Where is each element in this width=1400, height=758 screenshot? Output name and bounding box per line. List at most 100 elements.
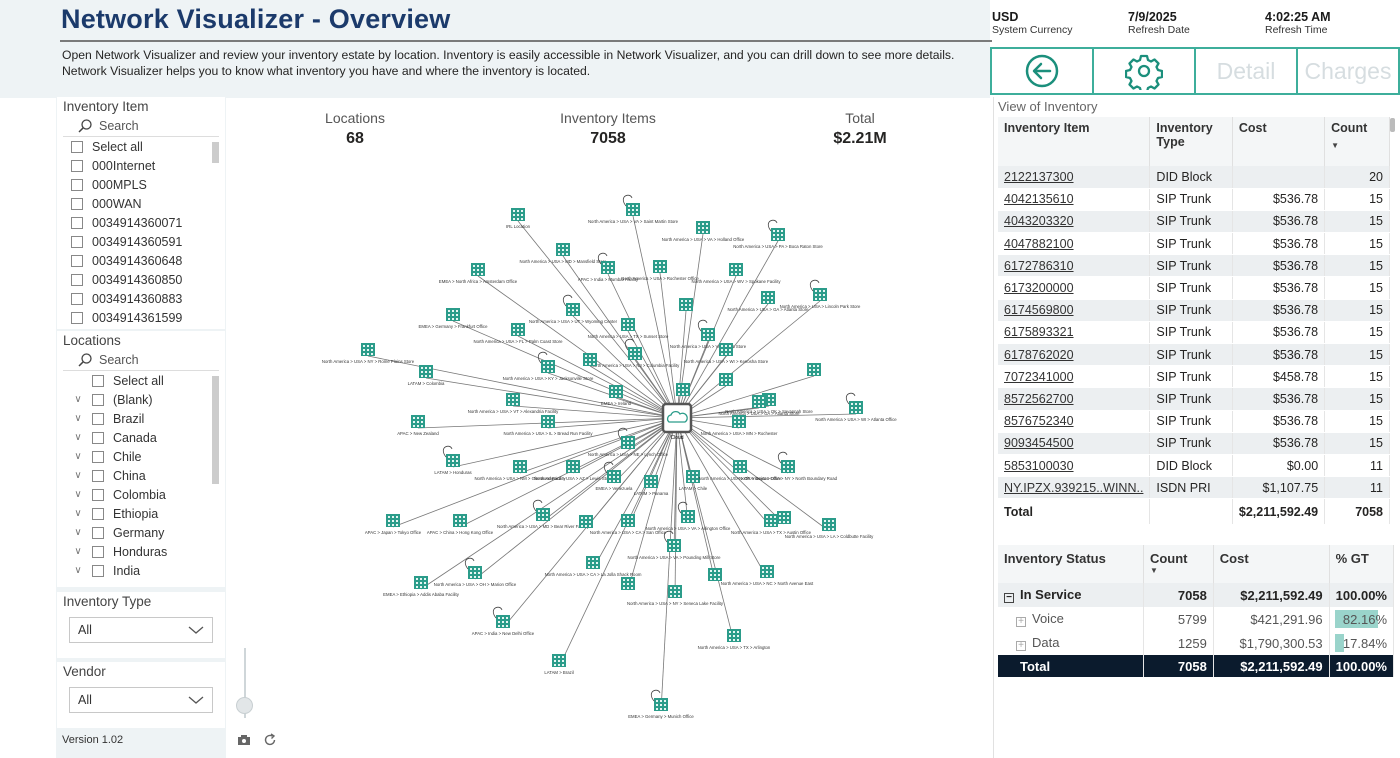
checkbox[interactable] — [92, 507, 104, 520]
locations-scrollbar[interactable] — [212, 376, 219, 484]
slicer-item[interactable]: ∨ Colombia — [57, 485, 225, 504]
expand-icon[interactable]: + — [1016, 641, 1026, 651]
slicer-item[interactable]: ∨ Brazil — [57, 409, 225, 428]
location-node[interactable]: North America > USA > VA > Holland Offic… — [662, 221, 745, 242]
network-graph[interactable]: North America > USA > VA > Saint Martin … — [228, 160, 988, 758]
table-row[interactable]: 5853100030 DID Block $0.00 11 — [998, 454, 1390, 478]
slicer-item[interactable]: ∨ Chile — [57, 447, 225, 466]
location-node[interactable]: North America > USA > NM > Glenwood Faci… — [474, 460, 566, 481]
location-node[interactable]: North America > USA > GA > Atlanta Store — [718, 395, 800, 416]
location-node[interactable]: North America > USA > TX > Austin Office — [731, 514, 812, 535]
checkbox[interactable] — [71, 273, 83, 286]
status-row-in-service[interactable]: − In Service 7058 $2,211,592.49 100.00% — [998, 583, 1395, 607]
location-node[interactable] — [719, 373, 733, 386]
cell-inventory-item[interactable]: 4043203320 — [998, 210, 1151, 234]
location-node[interactable]: North America > USA > Lincoln Park Store — [780, 279, 861, 309]
slicer-item[interactable]: Select all — [57, 371, 225, 390]
location-node[interactable]: APAC > New Zealand — [397, 415, 439, 436]
location-node[interactable]: North America > USA > WI > Kenosha Store — [684, 343, 769, 364]
table-row[interactable]: 8572562700 SIP Trunk $536.78 15 — [998, 387, 1390, 411]
location-node[interactable] — [579, 515, 593, 528]
col-status-gt[interactable]: % GT — [1329, 545, 1395, 583]
cell-inventory-item[interactable]: 8572562700 — [998, 387, 1151, 411]
location-node[interactable]: North America > USA > CA > La Jolla Shac… — [545, 556, 642, 577]
checkbox[interactable] — [92, 431, 104, 444]
checkbox[interactable] — [92, 412, 104, 425]
camera-icon[interactable] — [237, 734, 251, 746]
location-node[interactable]: LATAM > Panama — [634, 475, 669, 496]
chevron-down-icon[interactable]: ∨ — [74, 451, 82, 462]
checkbox[interactable] — [71, 292, 83, 305]
slicer-item[interactable]: 0034914360850 — [57, 270, 225, 289]
location-node[interactable]: North America > USA > GA > Atlanta Store — [727, 291, 809, 312]
detail-button[interactable]: Detail — [1194, 47, 1298, 95]
cell-inventory-item[interactable]: 6174569800 — [998, 299, 1151, 322]
slicer-item[interactable]: ∨ Germany — [57, 523, 225, 542]
location-node[interactable]: North America > USA > VA > Saint Martin … — [588, 194, 679, 224]
col-inventory-item[interactable]: Inventory Item — [998, 117, 1151, 166]
chevron-down-icon[interactable]: ∨ — [74, 470, 82, 481]
cell-inventory-item[interactable]: 4047882100 — [998, 232, 1151, 256]
location-node[interactable]: North America > USA > NY > Seneca Lake F… — [627, 585, 724, 606]
location-node[interactable]: EMEA > Germany > Frankfurt Office — [419, 308, 489, 329]
slicer-item[interactable]: Select all — [57, 137, 225, 156]
collapse-icon[interactable]: − — [1004, 593, 1014, 603]
location-node[interactable]: North America > USA > VA > Arlington Off… — [646, 501, 731, 531]
location-node[interactable]: North America > USA > TX > Sunset Store — [588, 318, 669, 339]
inventory-item-search[interactable]: Search — [63, 116, 219, 137]
table-row[interactable]: 4043203320 SIP Trunk $536.78 15 — [998, 210, 1390, 234]
zoom-slider-track[interactable] — [244, 648, 246, 718]
checkbox[interactable] — [92, 564, 104, 577]
locations-search[interactable]: Search — [63, 350, 219, 371]
location-node[interactable]: EMEA > Germany > Munich Office — [628, 689, 694, 719]
zoom-slider-handle[interactable] — [236, 697, 253, 714]
location-node[interactable]: North America > USA > NY > Rome Plains S… — [322, 343, 415, 364]
cell-inventory-item[interactable]: 6175893321 — [998, 321, 1151, 345]
location-node[interactable] — [583, 353, 597, 366]
slicer-item[interactable]: ∨ Honduras — [57, 542, 225, 561]
cell-inventory-item[interactable]: 6173200000 — [998, 276, 1151, 300]
slicer-item[interactable]: ∨ China — [57, 466, 225, 485]
location-node[interactable]: North America > USA > OH > Marion Office — [434, 557, 517, 587]
chevron-down-icon[interactable]: ∨ — [74, 546, 82, 557]
slicer-item[interactable]: 0034914360071 — [57, 213, 225, 232]
checkbox[interactable] — [92, 393, 104, 406]
location-node[interactable]: APAC > India > Mumbai Facility — [578, 252, 639, 282]
table-row[interactable]: 6173200000 SIP Trunk $536.78 15 — [998, 276, 1390, 300]
location-node[interactable]: North America > USA > MN > Rochester — [701, 415, 778, 436]
location-node[interactable]: APAC > India > New Delhi Office — [472, 606, 535, 636]
slicer-item[interactable]: ∨ India — [57, 561, 225, 580]
location-node[interactable]: EMEA > North Africa > Amsterdam Office — [439, 263, 518, 284]
location-node[interactable]: North America > USA > PA > Boca Raton St… — [733, 219, 823, 249]
vendor-dropdown[interactable]: All — [69, 687, 213, 713]
location-node[interactable]: North America > USA > NC > North Avenue … — [721, 565, 814, 586]
location-node[interactable]: North America > USA > MD > Bear River Fa… — [497, 499, 590, 529]
checkbox[interactable] — [92, 488, 104, 501]
location-node[interactable]: North America > USA > VA > Iowa Store — [670, 319, 747, 349]
location-node[interactable]: North America > USA > OR > Dayton Office — [699, 460, 783, 481]
cell-inventory-item[interactable]: 6178762020 — [998, 343, 1151, 367]
table-row[interactable]: 4042135610 SIP Trunk $536.78 15 — [998, 188, 1390, 211]
table-row[interactable]: 6174569800 SIP Trunk $536.78 15 — [998, 299, 1390, 322]
back-button[interactable] — [990, 47, 1094, 95]
location-node[interactable] — [621, 577, 635, 590]
table-row[interactable]: 4047882100 SIP Trunk $536.78 15 — [998, 232, 1390, 256]
inventory-table-scrollbar[interactable] — [1390, 118, 1395, 132]
col-count[interactable]: Count ▼ — [1324, 117, 1390, 166]
location-node[interactable] — [679, 298, 693, 311]
slicer-item[interactable]: ∨ (Blank) — [57, 390, 225, 409]
chevron-down-icon[interactable]: ∨ — [74, 413, 82, 424]
slicer-item[interactable]: 0034914361599 — [57, 308, 225, 327]
table-row[interactable]: 7072341000 SIP Trunk $458.78 15 — [998, 365, 1390, 389]
table-row[interactable]: 2122137300 DID Block 20 — [998, 166, 1390, 189]
location-node[interactable]: North America > USA > MD > Mansfield Sto… — [519, 243, 607, 264]
cell-inventory-item[interactable]: 5853100030 — [998, 454, 1151, 478]
location-node[interactable]: EMEA > Venezuela — [596, 461, 634, 491]
expand-icon[interactable]: + — [1016, 617, 1026, 627]
location-node[interactable]: North America > USA > WI > Atlanta Offic… — [815, 392, 897, 422]
charges-button[interactable]: Charges — [1296, 47, 1400, 95]
table-row[interactable]: 6178762020 SIP Trunk $536.78 15 — [998, 343, 1390, 367]
checkbox[interactable] — [71, 140, 83, 153]
location-node[interactable]: EMEA > Ethiopia > Addis Ababa Facility — [383, 576, 460, 597]
location-node[interactable] — [777, 511, 791, 524]
